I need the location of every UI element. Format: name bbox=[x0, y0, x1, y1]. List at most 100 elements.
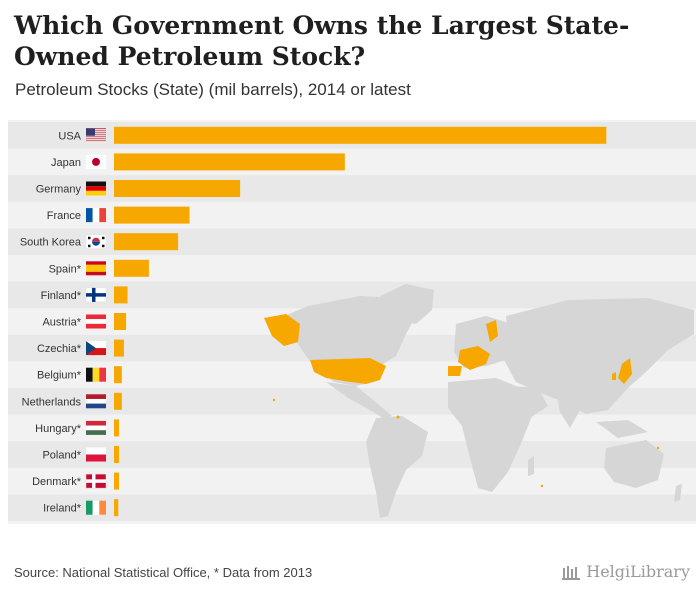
row-band bbox=[8, 441, 696, 468]
flag-stripe bbox=[86, 447, 106, 455]
flag-stripe bbox=[86, 130, 106, 132]
flag-stripe bbox=[86, 132, 106, 134]
flag-stripe bbox=[86, 323, 106, 329]
bar-spain bbox=[114, 259, 149, 277]
category-label: Hungary* bbox=[35, 423, 82, 435]
category-label: Denmark* bbox=[32, 476, 82, 488]
flag-stripe bbox=[86, 261, 106, 265]
bar-germany bbox=[114, 180, 241, 197]
map-usa bbox=[310, 358, 386, 384]
category-label: Czechia* bbox=[37, 343, 82, 355]
flag-sun bbox=[92, 157, 100, 166]
flag-stripe bbox=[86, 129, 106, 131]
flag-stripe bbox=[86, 138, 106, 140]
bars bbox=[114, 126, 607, 517]
flag-stripe bbox=[86, 271, 106, 276]
category-label: Japan bbox=[51, 157, 81, 169]
bar-finland bbox=[114, 286, 128, 304]
world-map-background bbox=[264, 284, 694, 518]
flag-triangle bbox=[86, 341, 96, 356]
flag-japan bbox=[86, 154, 106, 169]
flag-stripe bbox=[86, 134, 106, 136]
map-asia bbox=[504, 298, 694, 414]
flag-cross bbox=[86, 293, 106, 297]
flag-canton bbox=[86, 128, 95, 136]
flag-stripe bbox=[86, 186, 106, 191]
flag-stripe bbox=[86, 500, 93, 515]
flag-austria bbox=[86, 314, 106, 329]
flag-stripe bbox=[86, 398, 106, 404]
flag-stripe bbox=[92, 367, 100, 382]
map-australia bbox=[604, 440, 664, 488]
category-label: Netherlands bbox=[22, 396, 82, 408]
flag-stripe bbox=[86, 341, 106, 349]
flag-stripe bbox=[86, 131, 106, 133]
map-europe-highlight bbox=[458, 346, 490, 370]
flag-south-korea bbox=[85, 234, 107, 249]
flag-stripe bbox=[86, 190, 106, 196]
bar-austria bbox=[114, 313, 127, 330]
flag-belgium bbox=[86, 367, 106, 382]
flag-taegeuk-blue bbox=[92, 241, 100, 246]
flag-stripe bbox=[86, 139, 106, 141]
flag-germany bbox=[86, 181, 106, 196]
bar-south-korea bbox=[114, 233, 179, 251]
bar-netherlands bbox=[114, 392, 122, 410]
category-label: Poland* bbox=[42, 450, 81, 462]
flag-stripe bbox=[92, 500, 100, 515]
bar-france bbox=[114, 206, 190, 224]
map-central-america bbox=[326, 382, 392, 420]
map-south-america bbox=[366, 416, 428, 518]
flag-stripe bbox=[86, 181, 106, 187]
bar-japan bbox=[114, 153, 345, 171]
flag-stripe bbox=[86, 403, 106, 409]
flag-stripe bbox=[86, 319, 106, 324]
bar-hungary bbox=[114, 419, 119, 437]
map-alaska bbox=[264, 314, 300, 346]
flag-stripe bbox=[86, 454, 106, 462]
brand-logo: HelgiLibrary bbox=[562, 562, 690, 581]
bar-poland bbox=[114, 446, 119, 463]
category-label: France bbox=[47, 210, 81, 222]
flags bbox=[85, 128, 107, 515]
chart-title: Which Government Owns the Largest State-… bbox=[14, 11, 630, 71]
row-band bbox=[8, 494, 696, 521]
flag-czechia bbox=[86, 341, 106, 356]
map-greenland bbox=[380, 284, 434, 324]
flag-cross bbox=[86, 479, 106, 483]
flag-stripe bbox=[86, 394, 106, 399]
map-japan bbox=[618, 358, 632, 384]
flag-stripe bbox=[86, 314, 106, 320]
flag-stripe bbox=[86, 128, 106, 130]
map-madagascar bbox=[528, 456, 534, 476]
flag-trigram bbox=[88, 236, 91, 240]
flag-stripe bbox=[86, 208, 93, 223]
flag-stripe bbox=[99, 500, 106, 515]
flag-denmark bbox=[85, 473, 107, 489]
flag-stripe bbox=[86, 348, 106, 356]
map-island-dot bbox=[656, 446, 660, 450]
map-island-dot bbox=[272, 398, 276, 402]
library-icon bbox=[562, 565, 581, 580]
bar-denmark bbox=[114, 472, 119, 490]
map-finland bbox=[486, 320, 498, 342]
category-label: Spain* bbox=[49, 263, 82, 275]
flag-trigram bbox=[102, 236, 105, 240]
map-spain bbox=[448, 366, 462, 376]
flag-stripe bbox=[86, 136, 106, 138]
category-label: Belgium* bbox=[37, 370, 82, 382]
row-band bbox=[8, 228, 696, 255]
map-india bbox=[556, 390, 580, 428]
flag-spain bbox=[86, 261, 106, 276]
flag-finland bbox=[85, 287, 107, 303]
chart-subtitle: Petroleum Stocks (State) (mil barrels), … bbox=[15, 80, 411, 99]
map-se-asia bbox=[596, 420, 648, 438]
flag-stripe bbox=[86, 420, 106, 426]
brand-name: HelgiLibrary bbox=[586, 562, 690, 581]
flag-stripe bbox=[86, 264, 106, 272]
category-label: South Korea bbox=[20, 237, 82, 249]
flag-taegeuk-red bbox=[92, 237, 100, 242]
flag-trigram bbox=[88, 244, 91, 248]
flag-stripe bbox=[86, 137, 106, 139]
flag-hungary bbox=[86, 420, 106, 435]
